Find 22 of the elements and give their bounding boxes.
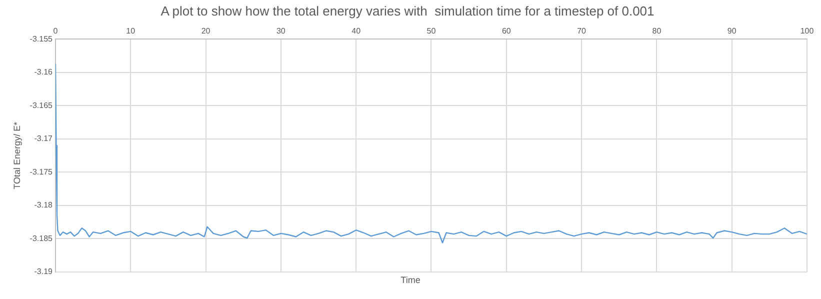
x-tick-label: 70: [577, 26, 587, 36]
y-tick-label: -3.16: [34, 68, 54, 77]
x-tick-label: 0: [53, 26, 58, 36]
x-tick-label: 10: [126, 26, 136, 36]
x-tick-label: 20: [201, 26, 211, 36]
x-axis-title: Time: [400, 275, 422, 285]
y-tick-label: -3.165: [30, 100, 54, 110]
chart-title: A plot to show how the total energy varies with simulation time for a timestep of 0.001: [160, 3, 654, 18]
y-axis-title: TOtal Energy/ E*: [12, 121, 22, 190]
y-tick-label: -3.19: [34, 267, 54, 276]
y-tick-label: -3.18: [34, 200, 54, 210]
x-tick-label: 90: [727, 26, 737, 36]
y-tick-label: -3.175: [30, 167, 54, 176]
y-tick-label: -3.155: [30, 34, 54, 44]
y-tick-label: -3.17: [34, 134, 54, 144]
x-tick-label: 40: [352, 26, 362, 36]
x-tick-label: 50: [426, 26, 436, 36]
x-tick-label: 60: [502, 26, 512, 36]
y-tick-label: -3.185: [30, 234, 54, 243]
x-tick-label: 80: [652, 26, 662, 36]
x-tick-label: 100: [800, 26, 814, 36]
x-tick-label: 30: [276, 26, 286, 36]
